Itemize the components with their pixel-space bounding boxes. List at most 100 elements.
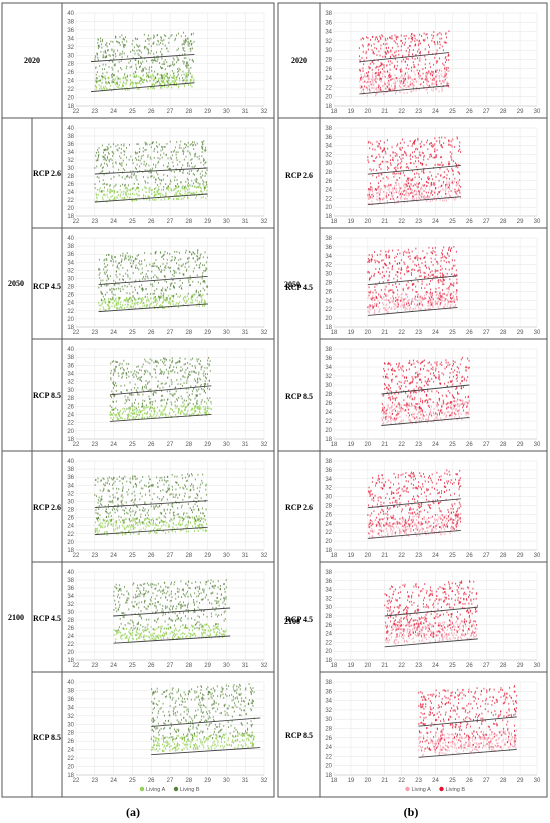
point-living-b (100, 503, 102, 505)
point-living-b (220, 593, 222, 596)
point-living-b (227, 707, 229, 710)
point-living-b (157, 161, 159, 164)
y-tick-label: 26 (67, 404, 74, 410)
point-living-b (124, 73, 126, 75)
point-living-a (125, 198, 127, 201)
point-living-b (209, 360, 211, 363)
point-living-b (133, 172, 135, 175)
point-living-a (199, 406, 201, 409)
point-living-b (156, 594, 158, 597)
point-living-b (175, 156, 177, 159)
point-living-a (101, 303, 103, 306)
point-living-b (163, 520, 165, 523)
point-living-a (103, 87, 105, 90)
point-living-a (143, 416, 145, 419)
point-living-b (219, 730, 221, 733)
point-living-b (196, 600, 198, 603)
point-living-a (98, 304, 100, 307)
point-living-b (177, 267, 179, 270)
point-living-a (102, 306, 104, 309)
point-living-a (141, 80, 143, 83)
point-living-b (145, 384, 147, 386)
point-living-b (196, 394, 198, 396)
point-living-b (226, 695, 228, 697)
y-tick-label: 36 (67, 586, 74, 592)
point-living-b (157, 157, 159, 159)
point-living-a (114, 304, 116, 307)
x-tick-label: 26 (148, 442, 155, 448)
point-living-b (159, 589, 161, 592)
point-living-b (179, 169, 181, 172)
point-living-b (117, 70, 119, 73)
y-tick-label: 22 (67, 421, 74, 427)
y-tick-label: 40 (67, 347, 74, 353)
point-living-b (126, 512, 128, 514)
point-living-a (160, 83, 162, 86)
point-living-a (115, 414, 117, 417)
point-living-b (204, 150, 206, 153)
point-living-a (119, 303, 121, 306)
point-living-b (195, 500, 197, 503)
point-living-a (150, 530, 152, 533)
point-living-b (171, 255, 173, 258)
point-living-a (142, 409, 144, 412)
point-living-a (163, 635, 165, 638)
point-living-b (199, 254, 201, 257)
point-living-b (125, 257, 127, 260)
point-living-b (156, 609, 158, 612)
point-living-a (124, 196, 126, 199)
point-living-b (166, 72, 168, 75)
point-living-a (127, 303, 129, 306)
point-living-b (139, 260, 141, 262)
point-living-a (157, 744, 159, 747)
point-living-b (100, 40, 102, 43)
point-living-a (185, 636, 187, 638)
point-living-b (119, 596, 121, 599)
y-tick-label: 24 (67, 634, 74, 640)
point-living-b (144, 169, 146, 172)
point-living-b (110, 259, 112, 262)
point-living-b (159, 368, 161, 371)
point-living-a (130, 300, 132, 303)
point-living-b (196, 178, 198, 181)
point-living-b (140, 77, 142, 79)
point-living-b (157, 722, 159, 725)
point-living-b (123, 52, 125, 55)
point-living-b (115, 36, 117, 39)
point-living-b (97, 155, 99, 158)
point-living-b (161, 372, 163, 375)
point-living-a (98, 301, 100, 304)
point-living-b (113, 590, 115, 593)
point-living-a (192, 737, 194, 740)
point-living-a (199, 410, 201, 413)
point-living-b (201, 399, 203, 401)
point-living-b (119, 36, 121, 38)
point-living-a (145, 635, 147, 637)
point-living-b (180, 620, 182, 622)
point-living-b (112, 143, 114, 146)
point-living-a (200, 408, 202, 410)
point-living-b (203, 370, 205, 373)
point-living-b (172, 605, 174, 608)
point-living-b (120, 152, 122, 154)
point-living-a (207, 629, 209, 632)
point-living-a (199, 411, 201, 414)
point-living-b (153, 508, 155, 510)
point-living-a (125, 193, 127, 196)
point-living-b (205, 269, 207, 272)
point-living-b (169, 167, 171, 170)
point-living-b (111, 290, 113, 293)
point-living-a (252, 738, 254, 741)
point-living-b (160, 727, 162, 730)
point-living-a (150, 189, 152, 192)
point-living-b (200, 623, 202, 626)
point-living-b (125, 501, 127, 504)
point-living-b (132, 394, 134, 396)
y-tick-label: 20 (67, 650, 74, 656)
point-living-b (184, 376, 186, 379)
point-living-a (203, 188, 205, 191)
point-living-b (157, 58, 159, 61)
point-living-b (169, 511, 171, 514)
point-living-b (178, 47, 180, 50)
point-living-a (147, 195, 149, 198)
